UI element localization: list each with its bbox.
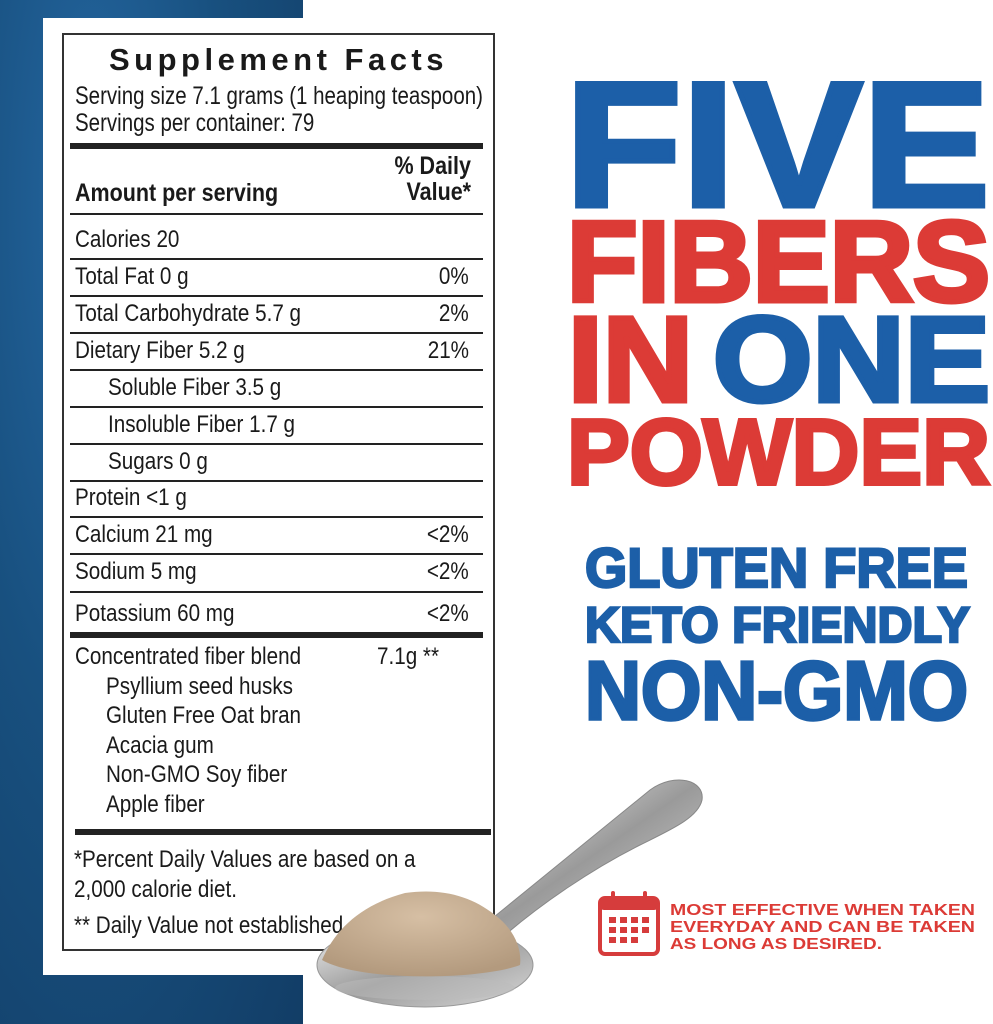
nutrient-name: Dietary Fiber 5.2 g xyxy=(75,339,272,363)
nutrient-name-text: Calories 20 xyxy=(75,226,180,253)
blend-item-text: Psyllium seed husks xyxy=(106,673,293,700)
blend-item: Non-GMO Soy fiber xyxy=(106,763,317,787)
nutrient-daily-value: 0% xyxy=(434,265,469,289)
daily-value-text: 21% xyxy=(427,337,469,364)
nutrient-name: Total Carbohydrate 5.7 g xyxy=(75,302,338,326)
divider xyxy=(70,406,483,408)
divider xyxy=(70,480,483,482)
nutrient-daily-value: 21% xyxy=(421,339,469,363)
footnote-1-cont: 2,000 calorie diet. xyxy=(74,878,263,902)
blend-item: Psyllium seed husks xyxy=(106,675,323,699)
blend-item: Apple fiber xyxy=(106,793,221,817)
blend-item-text: Apple fiber xyxy=(106,791,205,818)
dv-header-2-text: Value* xyxy=(406,178,471,206)
nutrient-name: Calcium 21 mg xyxy=(75,523,235,547)
claim-gluten-free: GLUTEN FREE xyxy=(585,536,968,599)
nutrient-name-text: Sodium 5 mg xyxy=(75,558,197,585)
claim-non-gmo: NON-GMO xyxy=(585,644,968,737)
headline-fibers: FIBERS xyxy=(567,199,990,326)
divider xyxy=(70,332,483,334)
nutrient-name-text: Total Fat 0 g xyxy=(75,263,189,290)
headline-one: ONE xyxy=(713,291,990,427)
headline-in: IN xyxy=(568,291,693,427)
daily-value-text: <2% xyxy=(427,521,469,548)
blend-amount-text: 7.1g ** xyxy=(377,643,439,670)
nutrient-name: Protein <1 g xyxy=(75,486,205,510)
nutrient-daily-value: <2% xyxy=(420,523,469,547)
blend-item-text: Gluten Free Oat bran xyxy=(106,702,302,729)
serving-size: Serving size 7.1 grams (1 heaping teaspo… xyxy=(75,84,573,109)
claim-keto-friendly: KETO FRIENDLY xyxy=(585,597,970,653)
calendar-icon xyxy=(598,891,660,956)
nutrient-name: Soluble Fiber 3.5 g xyxy=(108,376,309,400)
nutrient-name: Calories 20 xyxy=(75,228,196,252)
divider xyxy=(70,213,483,215)
thick-divider xyxy=(70,632,483,638)
blend-item: Acacia gum xyxy=(106,734,231,758)
daily-value-text: <2% xyxy=(427,558,469,585)
supplement-facts-box xyxy=(62,33,495,951)
note-line: AS LONG AS DESIRED. xyxy=(670,936,882,953)
nutrient-daily-value: 2% xyxy=(434,302,469,326)
nutrient-name-text: Calcium 21 mg xyxy=(75,521,213,548)
nutrient-name-text: Dietary Fiber 5.2 g xyxy=(75,337,245,364)
nutrient-name: Sugars 0 g xyxy=(108,450,224,474)
divider xyxy=(70,516,483,518)
divider xyxy=(70,591,483,593)
footnote-2-text: ** Daily Value not established xyxy=(74,912,344,939)
label-title: Supplement Facts xyxy=(109,42,448,77)
footnote-1-cont-text: 2,000 calorie diet. xyxy=(74,876,237,903)
footnote-1-text: *Percent Daily Values are based on a xyxy=(74,846,416,873)
nutrient-daily-value: <2% xyxy=(420,560,469,584)
headline-powder: POWDER xyxy=(567,400,990,504)
amount-header: Amount per serving xyxy=(75,181,311,206)
serving-size-text: Serving size 7.1 grams (1 heaping teaspo… xyxy=(75,82,483,110)
headline-five: FIVE xyxy=(565,45,990,244)
dv-header-1-text: % Daily xyxy=(394,152,471,180)
blend-name-text: Concentrated fiber blend xyxy=(75,643,302,670)
nutrient-name-text: Soluble Fiber 3.5 g xyxy=(108,374,282,401)
daily-value-text: 0% xyxy=(439,263,469,290)
nutrient-name: Insoluble Fiber 1.7 g xyxy=(108,413,325,437)
dv-header-2: Value* xyxy=(396,180,471,205)
nutrient-name-text: Potassium 60 mg xyxy=(75,600,235,627)
divider xyxy=(70,258,483,260)
daily-value-text: 2% xyxy=(439,300,469,327)
nutrient-name: Sodium 5 mg xyxy=(75,560,216,584)
daily-value-text: <2% xyxy=(427,600,469,627)
note-line: MOST EFFECTIVE WHEN TAKEN xyxy=(670,902,975,919)
servings-text: Servings per container: 79 xyxy=(75,109,315,137)
note-line: EVERYDAY AND CAN BE TAKEN xyxy=(670,919,975,936)
nutrient-name: Potassium 60 mg xyxy=(75,602,260,626)
thick-divider xyxy=(70,143,483,149)
divider xyxy=(70,443,483,445)
servings-per-container: Servings per container: 79 xyxy=(75,111,367,136)
blend-item-text: Non-GMO Soy fiber xyxy=(106,761,288,788)
nutrient-daily-value: <2% xyxy=(420,602,469,626)
nutrient-name: Total Fat 0 g xyxy=(75,265,207,289)
nutrient-name-text: Insoluble Fiber 1.7 g xyxy=(108,411,296,438)
thick-divider xyxy=(75,829,491,835)
blend-name: Concentrated fiber blend xyxy=(75,645,338,669)
spoon-with-powder xyxy=(316,779,703,1008)
blend-amount: 7.1g ** xyxy=(377,645,449,669)
blend-item-text: Acacia gum xyxy=(106,732,214,759)
nutrient-name-text: Total Carbohydrate 5.7 g xyxy=(75,300,302,327)
footnote-2: ** Daily Value not established xyxy=(74,914,387,938)
amount-header-text: Amount per serving xyxy=(75,179,279,207)
blend-item: Gluten Free Oat bran xyxy=(106,704,333,728)
divider xyxy=(70,553,483,555)
label-panel xyxy=(43,18,513,975)
dv-header-1: % Daily xyxy=(382,154,471,179)
nutrient-name-text: Sugars 0 g xyxy=(108,448,208,475)
nutrient-name-text: Protein <1 g xyxy=(75,484,187,511)
footnote-1: *Percent Daily Values are based on a xyxy=(74,848,471,872)
divider xyxy=(70,369,483,371)
divider xyxy=(70,295,483,297)
